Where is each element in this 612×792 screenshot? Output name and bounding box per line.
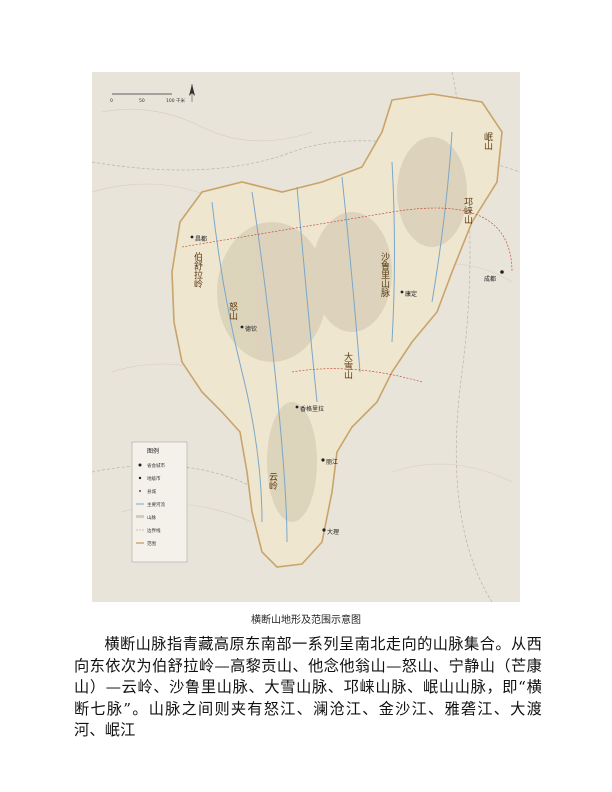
legend-item: 边界线 — [147, 527, 161, 534]
city-label: 丽江 — [326, 459, 338, 466]
city-label: 大理 — [327, 528, 339, 536]
scale-label: 50 — [139, 98, 145, 104]
legend-title: 图例 — [147, 447, 159, 455]
city-markers: 成都 丽江 大理 香格里拉 康定 昌都 德钦 — [190, 235, 504, 536]
mountain-shading — [217, 137, 467, 522]
terrain-map-svg: 邛崃山 沙鲁里山脉 伯舒拉岭 怒山 云岭 大雪山 岷山 成都 丽江 大理 香格里… — [92, 72, 520, 602]
city-dot — [240, 325, 244, 329]
rivers — [211, 131, 453, 543]
legend-swatch — [139, 490, 141, 492]
city-label: 香格里拉 — [300, 405, 324, 413]
city-label: 德钦 — [245, 325, 257, 333]
legend-item: 主要河流 — [147, 501, 165, 508]
city-dot — [295, 405, 299, 409]
legend-item: 山脉 — [147, 514, 156, 521]
range-label: 岷山 — [482, 132, 493, 150]
range-map: 邛崃山 沙鲁里山脉 伯舒拉岭 怒山 云岭 大雪山 岷山 成都 丽江 大理 香格里… — [92, 72, 520, 602]
city-dot — [321, 458, 325, 462]
legend-swatch — [138, 463, 142, 467]
range-label: 邛崃山 — [462, 197, 473, 224]
legend-item: 省会城市 — [147, 462, 165, 469]
figure-caption: 横断山地形及范围示意图 — [251, 615, 361, 626]
scale-label: 100 千米 — [166, 97, 186, 104]
range-label: 沙鲁里山脉 — [379, 252, 390, 297]
north-arrow-icon — [189, 84, 195, 102]
city-label: 昌都 — [195, 235, 207, 243]
range-label: 伯舒拉岭 — [192, 251, 203, 289]
legend-item: 地级市 — [147, 475, 161, 482]
scale-label: 0 — [110, 98, 113, 104]
city-dot — [400, 290, 404, 294]
legend-swatch — [138, 476, 142, 480]
range-label: 大雪山 — [342, 351, 353, 379]
legend-item: 县城 — [147, 488, 156, 495]
city-label: 成都 — [484, 275, 496, 283]
range-label: 云岭 — [267, 472, 278, 491]
legend-item: 范围 — [147, 540, 156, 547]
legend-items: 省会城市 地级市 县城 主要河流 山脉 边界线 范围 — [136, 462, 165, 547]
legend-swatch — [136, 515, 144, 518]
city-dot — [500, 270, 504, 274]
scale-bar: 0 50 100 千米 — [110, 93, 186, 104]
city-label: 康定 — [405, 290, 417, 298]
city-dot — [322, 528, 326, 532]
city-dot — [190, 235, 194, 239]
map-legend: 图例 省会城市 地级市 县城 主要河流 山脉 边界线 范围 — [131, 441, 188, 563]
body-paragraph: 横断山脉指青藏高原东南部一系列呈南北走向的山脉集合。从西向东依次为伯舒拉岭—高黎… — [74, 635, 542, 739]
range-label: 怒山 — [227, 301, 238, 320]
roads — [181, 207, 513, 383]
